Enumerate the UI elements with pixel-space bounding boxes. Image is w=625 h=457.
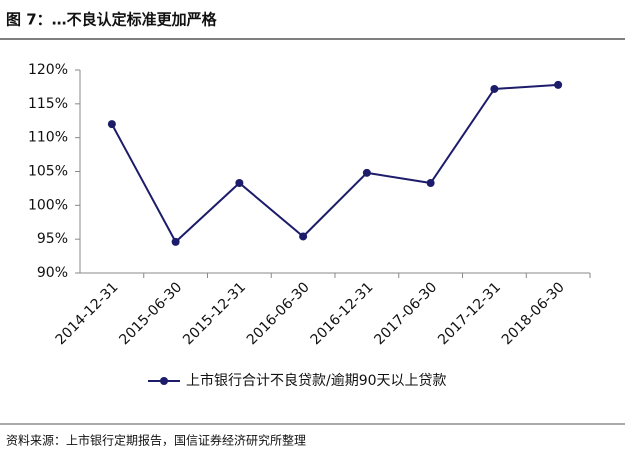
y-tick-label: 100% bbox=[28, 197, 68, 213]
point bbox=[171, 237, 180, 246]
point bbox=[299, 232, 308, 241]
point bbox=[362, 168, 371, 177]
point bbox=[107, 120, 116, 129]
point bbox=[490, 84, 499, 93]
source-note: 资料来源：上市银行定期报告，国信证券经济研究所整理 bbox=[6, 433, 306, 448]
x-tick-label: 2017-06-30 bbox=[371, 279, 440, 348]
y-tick-label: 90% bbox=[37, 265, 68, 281]
y-tick-label: 110% bbox=[28, 130, 68, 146]
point bbox=[554, 80, 563, 89]
x-tick-label: 2018-06-30 bbox=[499, 279, 568, 348]
x-tick-label: 2014-12-31 bbox=[53, 279, 122, 348]
x-tick-label: 2017-12-31 bbox=[435, 279, 504, 348]
x-tick-label: 2015-06-30 bbox=[116, 279, 185, 348]
legend-label: 上市银行合计不良贷款/逾期90天以上贷款 bbox=[186, 372, 447, 389]
series-line bbox=[110, 83, 559, 244]
point bbox=[426, 179, 435, 188]
x-tick-label: 2015-12-31 bbox=[180, 279, 249, 348]
y-tick-label: 105% bbox=[28, 164, 68, 180]
x-tick-label: 2016-06-30 bbox=[244, 279, 313, 348]
point bbox=[235, 179, 244, 188]
y-tick-label: 115% bbox=[28, 96, 68, 112]
x-tick-label: 2016-12-31 bbox=[308, 279, 377, 348]
y-tick-label: 120% bbox=[28, 62, 68, 78]
legend-marker bbox=[160, 377, 168, 385]
y-tick-label: 95% bbox=[37, 231, 68, 247]
chart-title: 图 7：…不良认定标准更加严格 bbox=[6, 11, 218, 29]
